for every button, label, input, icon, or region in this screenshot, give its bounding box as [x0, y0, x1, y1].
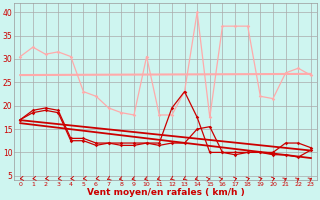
X-axis label: Vent moyen/en rafales ( km/h ): Vent moyen/en rafales ( km/h )	[87, 188, 244, 197]
